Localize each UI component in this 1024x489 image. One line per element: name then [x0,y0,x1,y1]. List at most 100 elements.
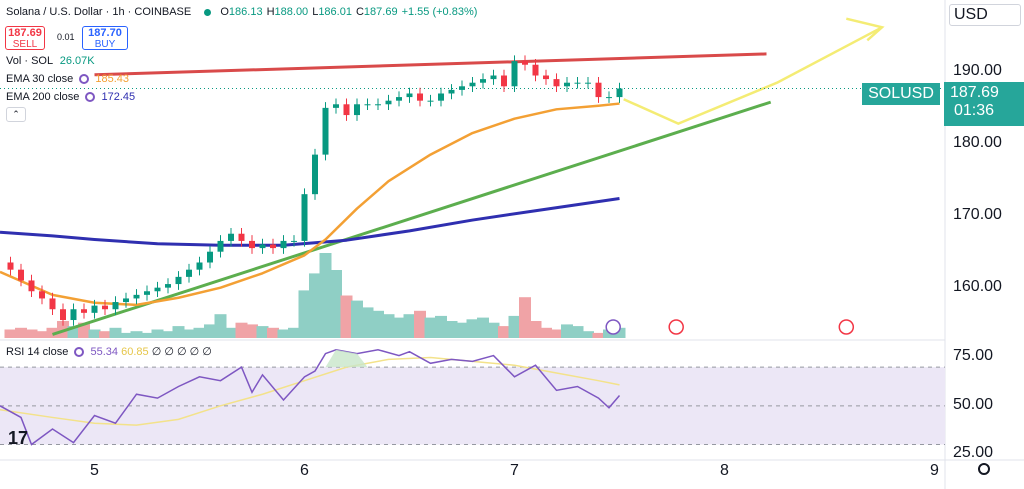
candle-body [448,89,455,94]
lightning-event-icon [605,319,621,335]
buy-button[interactable]: 187.70 BUY [82,26,128,50]
candle-body [616,88,623,98]
volume-bar [319,253,332,338]
candle-body [532,64,539,76]
candle-body [39,291,45,299]
candle-body [585,82,591,84]
volume-bar [561,324,573,338]
ohlc-value: +1.55 (+0.83%) [401,6,478,18]
tradingview-logo[interactable]: 17 [8,428,29,448]
candle-body [154,287,161,292]
volume-bar [288,327,300,338]
volume-bar [235,322,248,338]
settings-gear-icon[interactable] [978,463,990,475]
volume-bar [361,307,374,338]
ema30-legend[interactable]: EMA 30 close 185.43 [6,73,129,85]
candle-body [186,269,192,277]
candle-body [595,82,602,98]
collapse-chevron-icon[interactable]: ⌃ [6,107,26,122]
volume-bar [256,326,269,338]
symbol-title[interactable]: Solana / U.S. Dollar · 1h · COINBASE [6,6,192,18]
rsi-settings-icon[interactable] [74,347,85,358]
candle-body [312,154,318,195]
volume-bar [183,329,195,338]
bar-countdown: 01:36 [954,102,995,119]
volume-bar [15,327,27,338]
volume-bar [193,327,206,338]
volume-bar [88,329,101,338]
time-tick: 9 [930,462,939,479]
rsi-ma-value: 60.85 [121,346,149,358]
candle-body [123,298,129,303]
candle-body [60,309,66,321]
ohlc-value: 186.13 [228,6,263,18]
volume-bar [613,327,626,338]
candle-body [354,104,360,116]
candle-body [112,302,119,310]
price-tick: 180.00 [953,133,1002,151]
rsi-value: 55.34 [90,346,119,358]
ohlc-key: H [266,6,275,18]
volume-legend[interactable]: Vol · SOL 26.07K [6,55,95,67]
candle-body [406,93,413,98]
sell-price: 187.69 [8,27,42,39]
ohlc-value: 188.00 [274,6,309,18]
rsi-legend[interactable]: RSI 14 close 55.34 60.85 ∅ ∅ ∅ ∅ ∅ [6,345,212,358]
volume-bar [393,317,405,338]
volume-bar [550,329,563,338]
candle-body [375,104,381,106]
volume-bar [298,290,311,338]
candle-body [133,294,140,299]
candle-body [459,86,465,90]
volume-bar [435,315,447,338]
candle-body [333,104,339,108]
candle-body [543,75,549,80]
volume-bar [414,310,426,338]
us-flag-event-icon [668,319,684,335]
candle-body [18,269,24,281]
volume-bar [487,322,500,338]
buy-price: 187.70 [88,27,122,39]
volume-bar [330,270,342,338]
candle-body [427,100,434,102]
volume-bar [508,315,521,338]
symbol-header: Solana / U.S. Dollar · 1h · COINBASE O18… [6,6,481,18]
ohlc-key: O [220,6,229,18]
candle-body [438,93,444,101]
candle-body [343,104,350,116]
rsi-label: RSI 14 close [6,346,69,358]
candle-body [175,276,182,285]
volume-bar [540,327,552,338]
ema200-line [0,197,620,247]
volume-bar [309,273,321,338]
candle-body [322,107,329,155]
rsi-tick: 50.00 [953,395,994,413]
candle-body [417,93,423,101]
time-tick: 6 [300,462,309,479]
volume-bar [382,314,395,338]
candle-body [511,61,518,87]
candle-body [7,262,14,270]
rsi-extra-values: ∅ ∅ ∅ ∅ ∅ [151,346,212,358]
candle-body [196,262,203,270]
ema200-label: EMA 200 close [6,91,80,103]
rsi-ma-line [0,356,620,426]
sell-label: SELL [12,39,38,50]
ema200-legend[interactable]: EMA 200 close 172.45 [6,91,135,103]
rsi-overbought-fill [325,349,368,368]
volume-label: Vol · SOL [6,55,53,67]
volume-bar [519,297,531,338]
currency-selector[interactable]: USD [945,0,1024,30]
us-flag-event-icon [838,319,855,335]
ema200-settings-icon[interactable] [85,92,96,103]
ema30-settings-icon[interactable] [79,74,90,85]
candle-body [522,61,528,65]
volume-value: 26.07K [59,55,95,67]
ema200-value: 172.45 [101,91,136,103]
volume-bar [246,324,258,338]
candle-body [70,309,77,321]
sell-button[interactable]: 187.69 SELL [5,26,45,50]
candle-body [553,79,560,87]
candle-body [28,280,35,292]
